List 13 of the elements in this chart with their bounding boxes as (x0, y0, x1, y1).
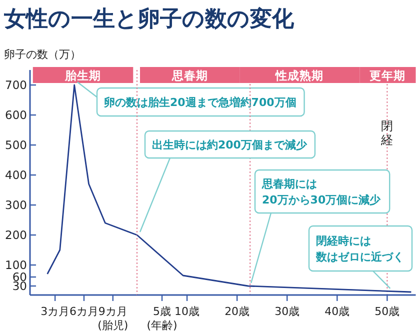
ref-line-label: 閉経 (380, 119, 394, 147)
annotation: 閉経時には数はゼロに近づく (308, 225, 413, 289)
title: 女性の一生と卵子の数の変化 (4, 7, 294, 32)
annotation: 卵の数は胎生20週まで急増約700万個 (76, 82, 305, 117)
band-label: 性成熟期 (274, 68, 324, 82)
band-label: 更年期 (370, 68, 406, 82)
annotation: 思春期には20万から30万個に減少 (261, 178, 382, 206)
annotation: 出生時には約200万個まで減少 (152, 138, 308, 152)
ylabel: 卵子の数（万） (4, 48, 81, 61)
band-label: 思春期 (170, 68, 208, 82)
annotation: 閉経時には数はゼロに近づく (315, 234, 404, 264)
annotation: 卵の数は胎生20週まで急増約700万個 (103, 96, 296, 109)
band-label: 胎生期 (64, 68, 102, 82)
